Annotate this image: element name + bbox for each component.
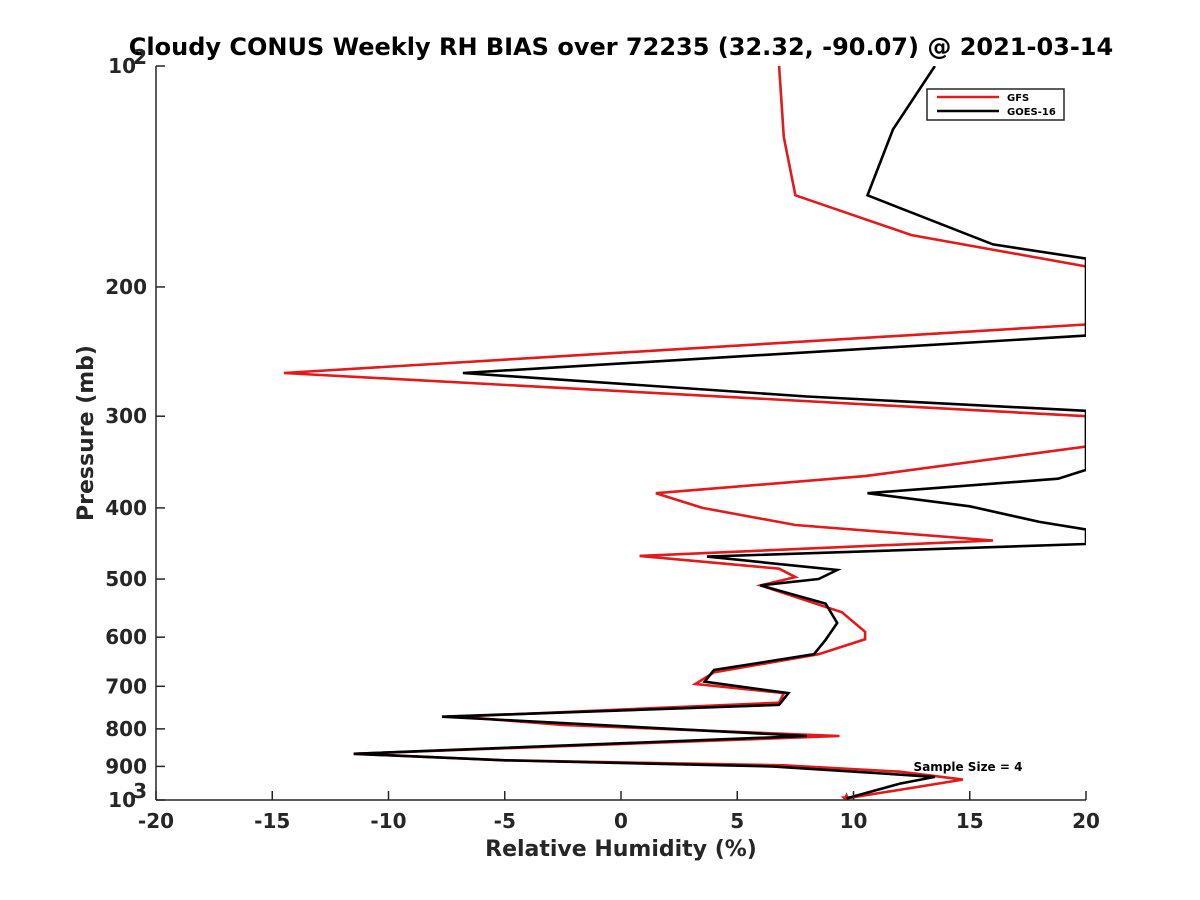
x-tick-label: 15 <box>956 809 984 833</box>
y-axis-label: Pressure (mb) <box>74 345 99 521</box>
y-tick-label: 700 <box>105 674 147 698</box>
x-tick-label: 5 <box>730 809 744 833</box>
y-tick-exponent: 2 <box>133 45 147 69</box>
legend-label-gfs: GFS <box>1007 93 1029 104</box>
x-tick-label: -5 <box>494 809 516 833</box>
y-tick-label: 10 <box>108 788 136 812</box>
y-tick-label: 200 <box>105 275 147 299</box>
x-tick-label: 0 <box>614 809 628 833</box>
y-tick-label: 400 <box>105 496 147 520</box>
x-axis-label: Relative Humidity (%) <box>485 837 757 862</box>
x-tick-label: -10 <box>370 809 406 833</box>
x-tick-label: 10 <box>840 809 868 833</box>
y-tick-label: 600 <box>105 625 147 649</box>
y-tick-label: 300 <box>105 404 147 428</box>
legend: GFS GOES-16 <box>926 88 1065 121</box>
y-tick-exponent: 3 <box>133 779 147 803</box>
y-tick-label: 800 <box>105 717 147 741</box>
x-tick-label: 20 <box>1072 809 1100 833</box>
y-tick-label: 10 <box>108 54 136 78</box>
legend-box <box>926 88 1065 121</box>
plot-area <box>156 66 1086 800</box>
series-group <box>283 66 1086 800</box>
series-line-goes-16 <box>353 66 1086 800</box>
x-tick-label: -15 <box>254 809 290 833</box>
x-tick-label: -20 <box>138 809 174 833</box>
sample-size-annotation: Sample Size = 4 <box>914 760 1023 774</box>
y-tick-label: 900 <box>105 754 147 778</box>
y-tick-label: 500 <box>105 567 147 591</box>
legend-label-goes-16: GOES-16 <box>1007 107 1056 118</box>
x-axis-ticks: -20 -15 -10 -5 0 5 10 15 20 <box>138 791 1100 833</box>
chart-title: Cloudy CONUS Weekly RH BIAS over 72235 (… <box>129 33 1113 61</box>
